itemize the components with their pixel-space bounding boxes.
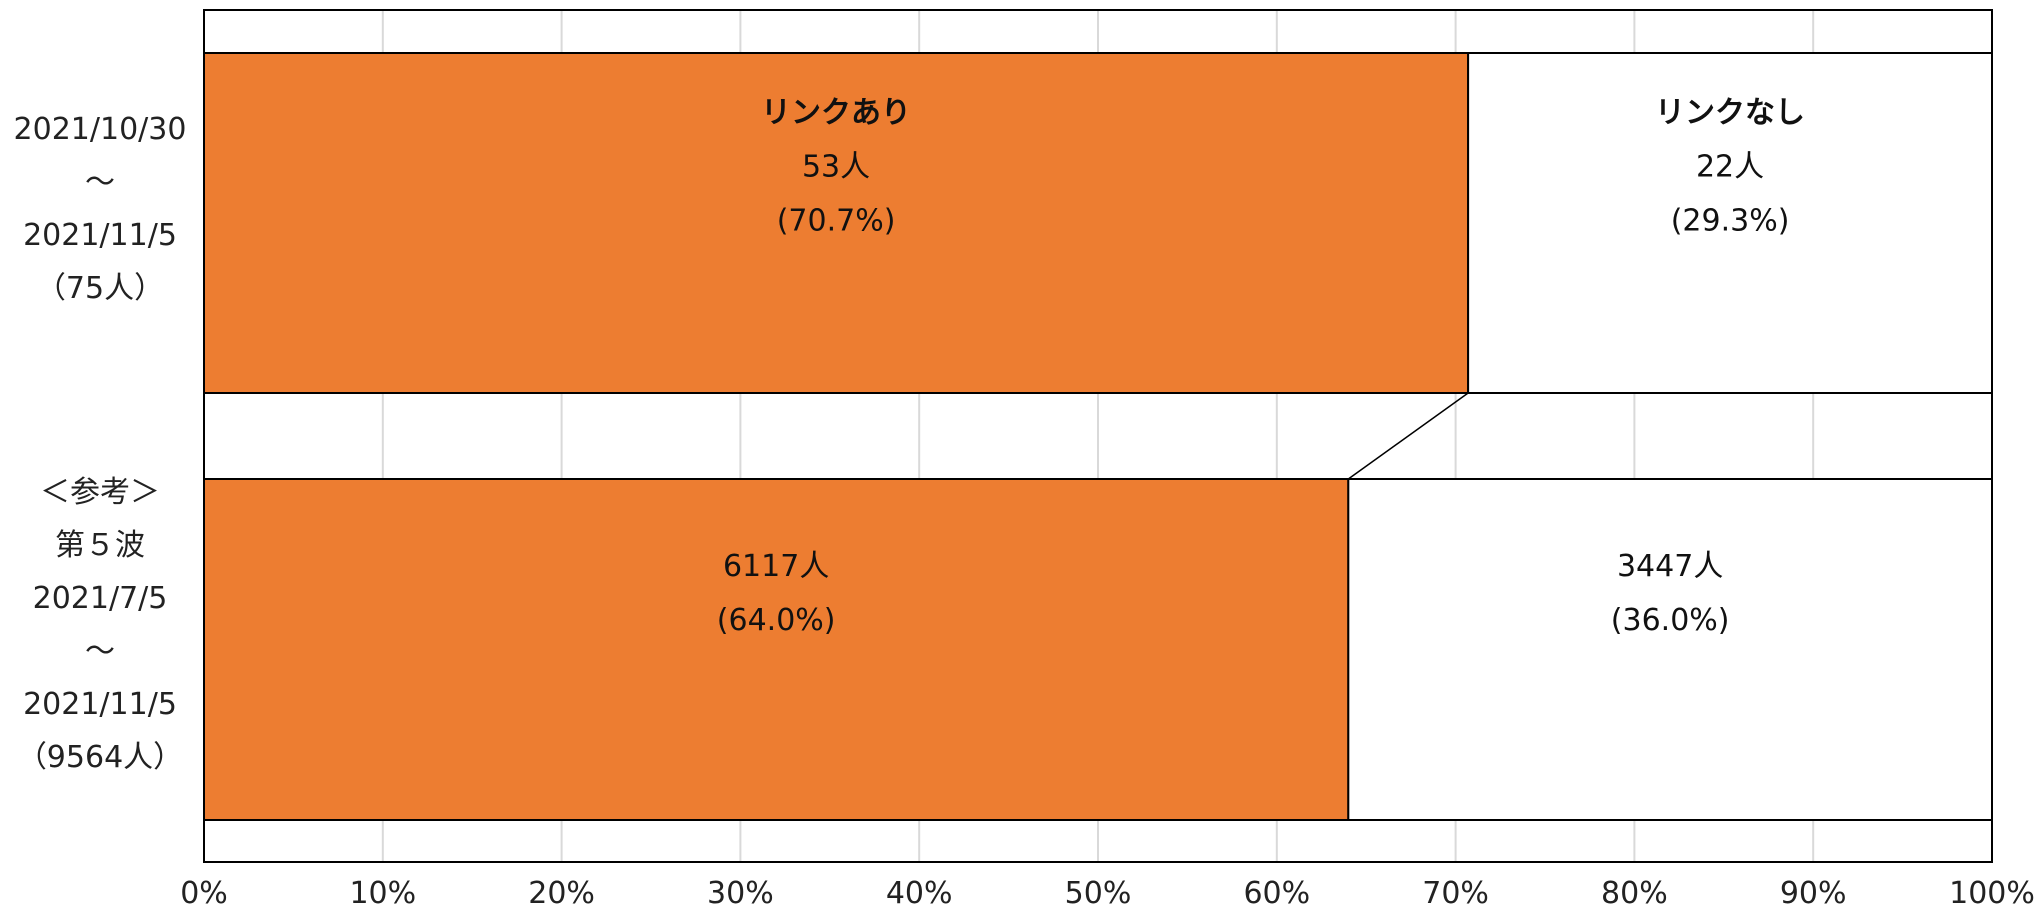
x-tick-label: 50% [1065,876,1132,911]
x-tick-label: 0% [180,876,228,911]
category-label-line: ＜参考＞ [40,475,160,510]
category-label-line: 2021/7/5 [32,581,168,616]
x-tick-label: 100% [1949,876,2035,911]
series-name-label: リンクなし [1655,96,1805,131]
percent-label: (70.7%) [777,204,896,239]
category-label-line: 第５波 [55,528,145,563]
x-tick-label: 70% [1422,876,1489,911]
x-tick-label: 30% [707,876,774,911]
bar-link-nashi-2 [1347,478,1993,821]
count-label: 53人 [802,150,870,185]
category-label-line: 2021/10/30 [13,112,187,147]
x-tick-label: 80% [1601,876,1668,911]
percent-label: (29.3%) [1671,204,1790,239]
series-name-label: リンクあり [761,96,911,131]
count-label: 22人 [1696,150,1764,185]
x-tick-label: 60% [1243,876,1310,911]
data-labels: リンクあり 53人 (70.7%) 6117人 (64.0%) リンクなし 22人 (29.3… [717,96,1805,639]
category-label-line: （9564人） [16,740,184,775]
bar-link-ari-2 [203,478,1350,821]
bar-link-nashi-1 [1467,52,1993,394]
series-line [1347,392,1469,480]
category-label-line: 2021/11/5 [23,687,177,722]
category-label-line: ～ [85,165,115,200]
x-axis-ticks: 0% 10% 20% 30% 40% 50% 60% 70% 80% 90% 100% [180,876,2035,911]
x-tick-label: 20% [528,876,595,911]
bars [203,52,1993,821]
category-label-2: ＜参考＞ 第５波 2021/7/5 ～ 2021/11/5 （9564人） [0,466,200,784]
plot-border [203,9,1993,863]
category-label-line: （75人） [35,271,165,306]
x-tick-label: 40% [886,876,953,911]
count-label: 3447人 [1617,549,1723,584]
category-label-line: 2021/11/5 [23,218,177,253]
category-label-1: 2021/10/30 ～ 2021/11/5 （75人） [0,103,200,315]
x-tick-label: 10% [349,876,416,911]
bar-link-ari-1 [203,52,1470,394]
series-lines [1347,392,1469,480]
category-label-line: ～ [85,634,115,669]
count-label: 6117人 [723,549,829,584]
percent-label: (64.0%) [717,603,836,638]
percent-label: (36.0%) [1611,603,1730,638]
x-tick-label: 90% [1780,876,1847,911]
